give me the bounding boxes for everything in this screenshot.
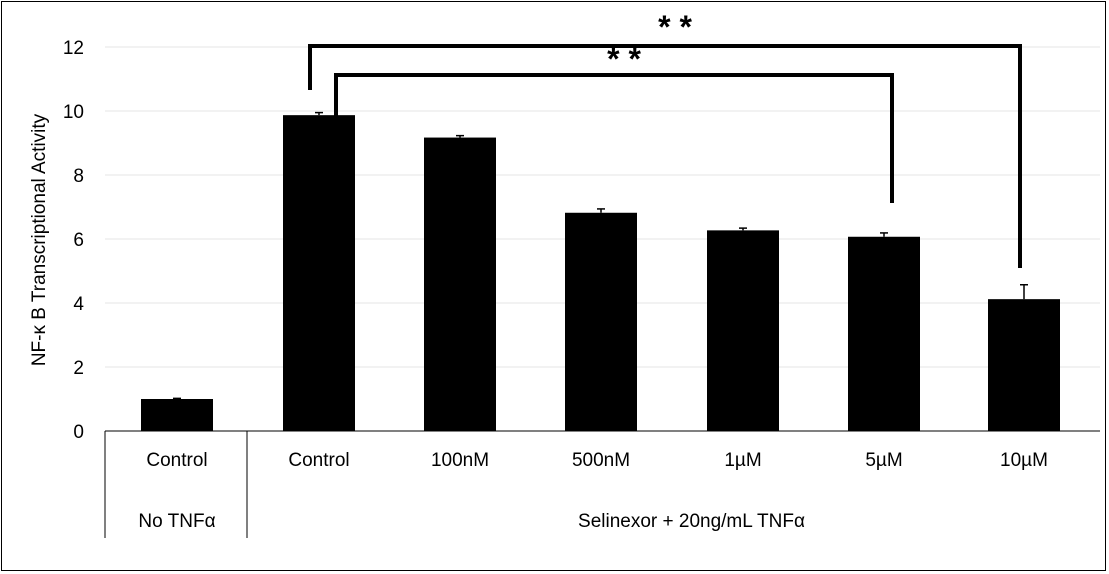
bars xyxy=(141,111,1060,431)
error-bar xyxy=(739,227,747,231)
x-group-label: Selinexor + 20ng/mL TNFα xyxy=(578,511,805,532)
axes xyxy=(104,430,1100,538)
error-bar xyxy=(597,208,605,213)
bar xyxy=(988,299,1060,431)
x-category-label: 1µM xyxy=(724,450,761,471)
y-tick-label: 6 xyxy=(73,230,84,251)
significance-bracket xyxy=(334,73,894,203)
significance-label: * * xyxy=(658,9,692,45)
x-category-label: Control xyxy=(288,450,349,471)
bar xyxy=(707,230,779,431)
x-category-label: 100nM xyxy=(431,450,489,471)
y-tick-label: 8 xyxy=(73,166,84,187)
y-tick-label: 4 xyxy=(73,294,84,315)
bar xyxy=(283,115,355,431)
bar xyxy=(565,212,637,431)
y-tick-label: 0 xyxy=(73,422,84,443)
y-axis-label: NF-κ B Transcriptional Activity xyxy=(29,113,50,366)
y-tick-label: 2 xyxy=(73,358,84,379)
bar xyxy=(848,236,920,431)
x-axis-labels: Control Control 100nM 500nM 1µM 5µM 10µM No TNF… xyxy=(138,450,1048,532)
x-category-label: 500nM xyxy=(572,450,630,471)
error-bar xyxy=(456,134,464,138)
significance-label: * * xyxy=(607,41,641,77)
bracket-line xyxy=(308,44,1022,268)
bracket-line xyxy=(334,73,894,203)
error-bar xyxy=(315,111,323,116)
significance-brackets: * * * * xyxy=(308,9,1022,268)
bar xyxy=(424,137,496,431)
error-bar xyxy=(173,397,181,400)
x-group-label: No TNFα xyxy=(138,511,215,532)
y-axis-ticks: 0 2 4 6 8 10 12 xyxy=(63,38,85,443)
bar xyxy=(141,399,213,431)
significance-bracket xyxy=(308,44,1022,268)
x-category-label: 10µM xyxy=(1000,450,1048,471)
y-tick-label: 12 xyxy=(63,38,84,59)
x-category-label: Control xyxy=(146,450,207,471)
error-bar xyxy=(1020,284,1028,300)
error-bar xyxy=(880,232,888,237)
y-tick-label: 10 xyxy=(63,102,84,123)
x-category-label: 5µM xyxy=(865,450,902,471)
